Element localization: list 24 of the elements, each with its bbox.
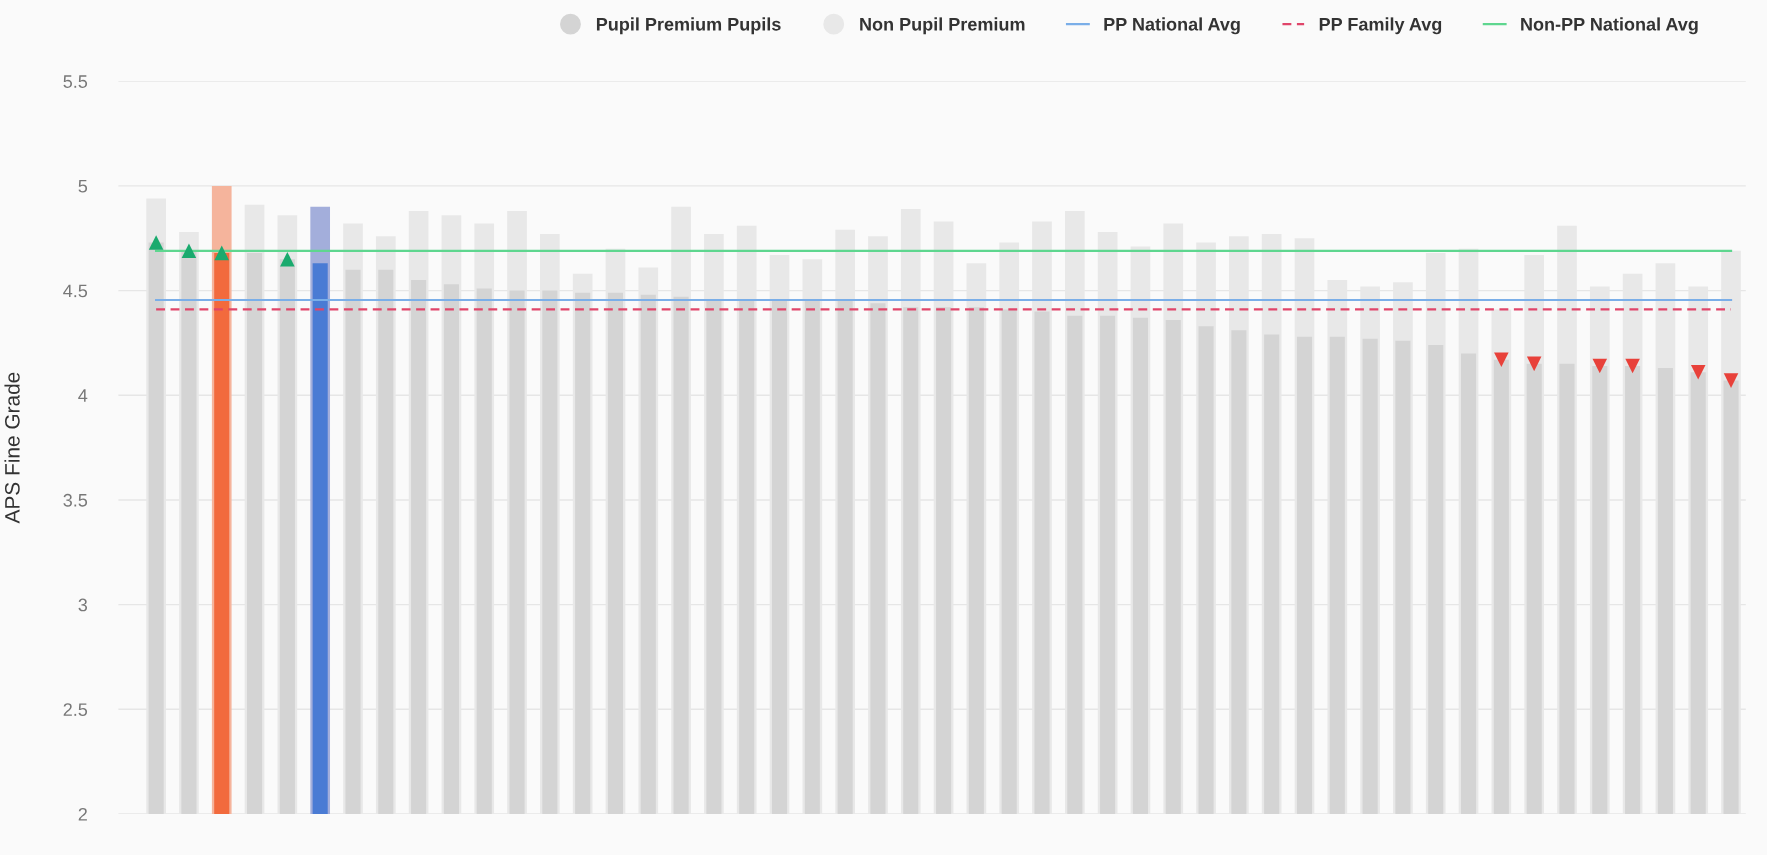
point: [1723, 373, 1739, 388]
y-axis-title: APS Fine Grade: [4, 372, 20, 524]
point: [1494, 352, 1509, 367]
y-tick-label: 5: [78, 180, 88, 193]
point: [1625, 358, 1640, 374]
legend-label: PP Family Avg: [1319, 17, 1442, 35]
legend-label: Non-PP National Avg: [1521, 17, 1698, 35]
y-tick-label: 3: [78, 598, 88, 612]
point: [214, 245, 230, 261]
y-tick-label: 3.5: [63, 493, 88, 507]
legend-label: PP National Avg: [1104, 17, 1240, 35]
point: [148, 235, 164, 250]
y-tick-label: 2.5: [63, 703, 88, 716]
y-tick-label: 4: [78, 389, 88, 402]
y-tick-label: 4.5: [63, 284, 88, 298]
point: [1526, 356, 1542, 372]
y-tick-label: 5.5: [63, 75, 88, 88]
point: [1690, 364, 1706, 380]
legend-label: Non Pupil Premium: [860, 17, 1025, 35]
point: [181, 243, 197, 259]
point: [280, 251, 295, 267]
y-tick-label: 2: [78, 807, 87, 821]
point: [1592, 358, 1608, 374]
legend-label: Pupil Premium Pupils: [596, 17, 781, 35]
